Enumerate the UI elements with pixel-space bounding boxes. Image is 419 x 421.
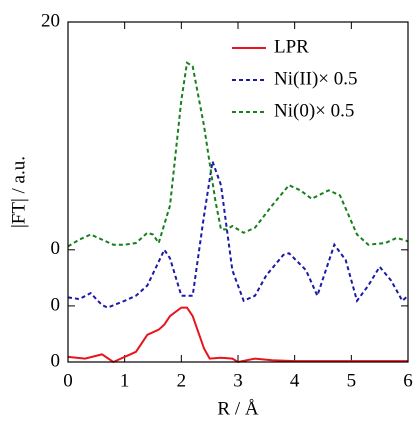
y-tick-label: 20 (41, 10, 60, 31)
legend-label: Ni(II)× 0.5 (274, 68, 358, 89)
x-tick-label: 4 (290, 370, 300, 391)
legend-label: LPR (274, 36, 309, 57)
y-tick-label: 0 (51, 350, 61, 371)
x-tick-label: 2 (177, 370, 187, 391)
x-tick-label: 5 (347, 370, 357, 391)
x-tick-label: 3 (233, 370, 243, 391)
x-tick-label: 0 (63, 370, 73, 391)
legend-label: Ni(0)× 0.5 (274, 100, 354, 121)
x-axis-label: R / Å (217, 398, 258, 419)
y-axis-label: |FT| / a.u. (8, 156, 29, 228)
plot-frame (67, 21, 409, 363)
data-line (67, 161, 409, 309)
y-tick-label: 0 (51, 238, 61, 259)
x-tick-label: 1 (120, 370, 130, 391)
data-line (67, 306, 408, 364)
x-tick-label: 6 (403, 370, 413, 391)
data-line (67, 61, 409, 248)
y-tick-label: 0 (51, 294, 61, 315)
